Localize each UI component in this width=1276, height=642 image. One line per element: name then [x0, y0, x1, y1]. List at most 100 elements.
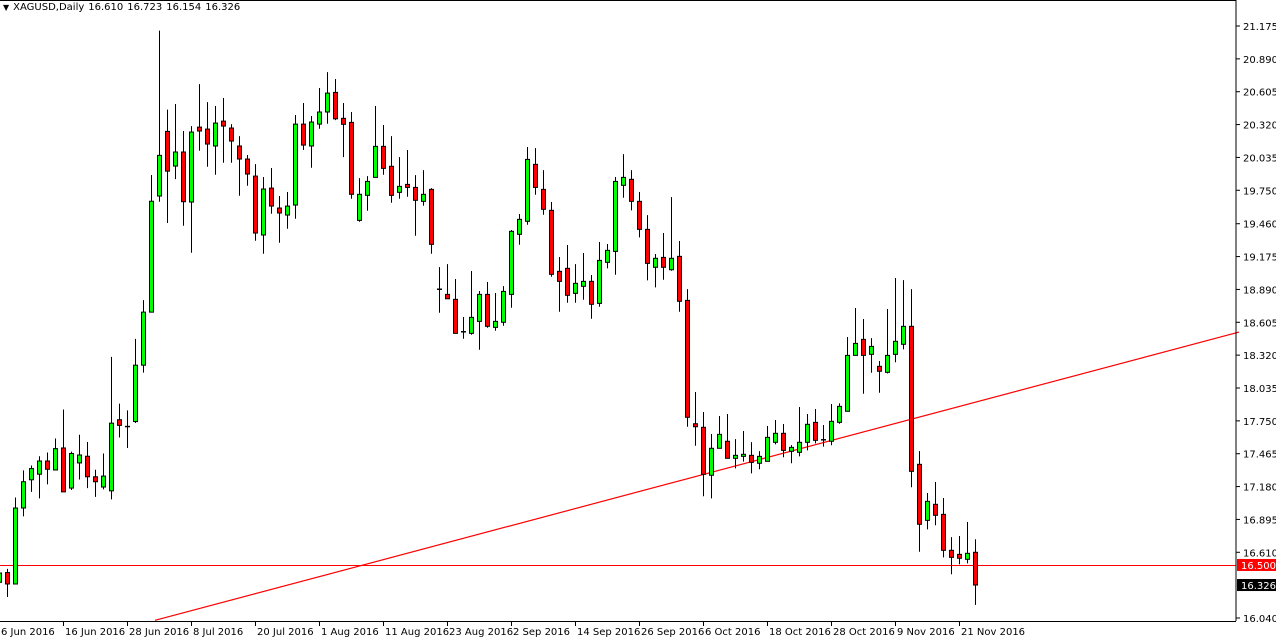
candle[interactable]: [141, 300, 146, 373]
candle[interactable]: [277, 196, 282, 243]
candle[interactable]: [597, 242, 602, 307]
candle[interactable]: [893, 278, 898, 363]
candle[interactable]: [805, 414, 810, 451]
candle[interactable]: [437, 267, 442, 313]
candle[interactable]: [693, 392, 698, 446]
candle[interactable]: [269, 168, 274, 214]
candle[interactable]: [901, 280, 906, 350]
candle[interactable]: [357, 178, 362, 222]
candle[interactable]: [0, 572, 2, 597]
candle[interactable]: [221, 98, 226, 163]
plot-area[interactable]: [0, 30, 1240, 621]
candle[interactable]: [125, 410, 130, 448]
candle[interactable]: [229, 124, 234, 163]
candle[interactable]: [773, 420, 778, 445]
candle[interactable]: [341, 103, 346, 158]
candle[interactable]: [405, 150, 410, 197]
candle[interactable]: [21, 470, 26, 517]
candle[interactable]: [645, 215, 650, 281]
candle[interactable]: [701, 411, 706, 497]
candle[interactable]: [301, 103, 306, 151]
candle[interactable]: [941, 497, 946, 558]
candle[interactable]: [421, 170, 426, 206]
candle[interactable]: [877, 361, 882, 393]
candle[interactable]: [573, 264, 578, 303]
candle[interactable]: [525, 147, 530, 225]
candle[interactable]: [933, 481, 938, 526]
candle[interactable]: [757, 451, 762, 470]
candle[interactable]: [45, 452, 50, 485]
triangle-down-icon[interactable]: ▼: [3, 3, 10, 12]
candle[interactable]: [917, 451, 922, 552]
candle[interactable]: [29, 465, 34, 492]
candle[interactable]: [813, 408, 818, 444]
candle[interactable]: [853, 307, 858, 356]
candle[interactable]: [165, 109, 170, 224]
candle[interactable]: [821, 425, 826, 447]
candle[interactable]: [557, 257, 562, 312]
candle[interactable]: [413, 175, 418, 236]
candle[interactable]: [285, 192, 290, 229]
candle[interactable]: [957, 536, 962, 565]
candle[interactable]: [925, 493, 930, 530]
candle[interactable]: [453, 279, 458, 334]
candle[interactable]: [869, 338, 874, 373]
candle[interactable]: [117, 403, 122, 438]
candle[interactable]: [461, 316, 466, 339]
candle[interactable]: [477, 291, 482, 350]
candle[interactable]: [781, 423, 786, 458]
candle[interactable]: [589, 275, 594, 319]
candle[interactable]: [173, 104, 178, 180]
candle[interactable]: [845, 337, 850, 412]
candle[interactable]: [829, 404, 834, 446]
candle[interactable]: [101, 453, 106, 490]
candle[interactable]: [149, 174, 154, 313]
candle[interactable]: [61, 409, 66, 493]
candle[interactable]: [253, 164, 258, 241]
candle[interactable]: [621, 154, 626, 198]
candle[interactable]: [565, 245, 570, 303]
candle[interactable]: [93, 469, 98, 497]
candle[interactable]: [237, 136, 242, 196]
candle[interactable]: [397, 157, 402, 199]
candle[interactable]: [325, 72, 330, 124]
candle[interactable]: [501, 286, 506, 326]
candle[interactable]: [541, 170, 546, 215]
candle[interactable]: [949, 537, 954, 575]
candle[interactable]: [581, 253, 586, 300]
candle[interactable]: [885, 309, 890, 374]
candle[interactable]: [653, 254, 658, 288]
candle[interactable]: [69, 451, 74, 491]
candle[interactable]: [549, 202, 554, 277]
candle[interactable]: [613, 177, 618, 275]
candle[interactable]: [293, 115, 298, 219]
candle[interactable]: [789, 445, 794, 464]
candle[interactable]: [365, 176, 370, 211]
candle[interactable]: [445, 264, 450, 300]
candle[interactable]: [381, 125, 386, 175]
candle[interactable]: [317, 88, 322, 129]
candle[interactable]: [53, 438, 58, 471]
candle[interactable]: [349, 112, 354, 199]
candle[interactable]: [197, 84, 202, 151]
candle[interactable]: [469, 270, 474, 335]
candle[interactable]: [669, 197, 674, 271]
candle[interactable]: [245, 155, 250, 186]
candle[interactable]: [37, 456, 42, 499]
candle[interactable]: [533, 148, 538, 195]
candle[interactable]: [333, 79, 338, 121]
candle[interactable]: [605, 244, 610, 269]
candle[interactable]: [749, 442, 754, 474]
candle[interactable]: [509, 230, 514, 308]
trendline[interactable]: [154, 331, 1240, 621]
candle[interactable]: [909, 289, 914, 488]
candle[interactable]: [485, 282, 490, 328]
candle[interactable]: [765, 426, 770, 462]
candle[interactable]: [517, 214, 522, 245]
candle[interactable]: [189, 126, 194, 253]
candle[interactable]: [133, 338, 138, 424]
candle[interactable]: [861, 319, 866, 394]
candle[interactable]: [213, 106, 218, 175]
price-axis[interactable]: 21.175 20.890 20.605 20.320 20.035 19.750 19.4…: [1236, 22, 1276, 625]
